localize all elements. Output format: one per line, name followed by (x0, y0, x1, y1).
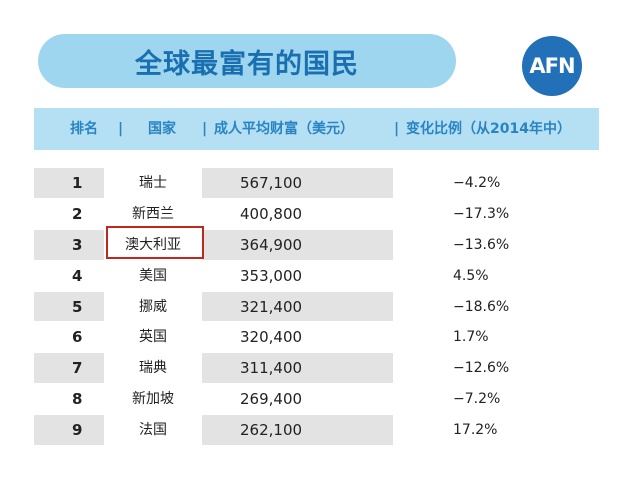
change-cell: −17.3% (453, 205, 510, 222)
country-cell: 新加坡 (132, 391, 174, 408)
country-cell: 新西兰 (132, 205, 174, 222)
table-row: 4 美国 353,000 4.5% (34, 260, 599, 292)
wealth-cell: 567,100 (240, 174, 303, 192)
wealth-cell: 320,400 (240, 328, 303, 347)
wealth-cell: 364,900 (240, 235, 303, 254)
change-cell: −13.6% (393, 229, 599, 260)
table-row: 8 新加坡 269,400 −7.2% (34, 384, 599, 416)
header-separator: | (118, 121, 124, 137)
change-cell: 1.7% (453, 329, 489, 346)
table-row: 1 瑞士 567,100 −4.2% (34, 168, 599, 199)
rank-cell: 8 (72, 390, 83, 409)
afn-logo: AFN (522, 36, 582, 96)
rank-cell: 6 (72, 328, 83, 347)
country-cell: 瑞士 (104, 168, 202, 198)
country-cell: 英国 (139, 329, 167, 346)
country-cell: 澳大利亚 (104, 229, 202, 260)
header-wealth: 成人平均财富（美元） (214, 121, 354, 137)
rank-cell: 3 (72, 235, 83, 254)
rank-cell: 9 (72, 421, 83, 440)
table-header: 排名 | 国家 | 成人平均财富（美元） | 变化比例（从2014年中） (34, 108, 599, 150)
country-cell: 挪威 (104, 291, 202, 322)
wealth-cell: 353,000 (240, 266, 303, 285)
table-row: 6 英国 320,400 1.7% (34, 322, 599, 354)
wealth-cell: 311,400 (240, 359, 303, 378)
header-country: 国家 (148, 121, 176, 137)
table-row: 3 澳大利亚 364,900 −13.6% (34, 229, 599, 261)
header-change: 变化比例（从2014年中） (406, 121, 571, 137)
table-row: 9 法国 262,100 17.2% (34, 415, 599, 447)
wealth-cell: 400,800 (240, 204, 303, 223)
table-body: 1 瑞士 567,100 −4.2% 2 新西兰 400,800 −17.3% … (34, 168, 599, 447)
rank-cell: 1 (72, 174, 83, 192)
wealth-cell: 262,100 (240, 421, 303, 440)
country-cell: 美国 (139, 267, 167, 284)
rank-cell: 5 (72, 297, 83, 316)
table-row: 5 挪威 321,400 −18.6% (34, 291, 599, 323)
rank-cell: 2 (72, 204, 83, 223)
country-cell: 瑞典 (104, 353, 202, 384)
header-separator: | (202, 121, 208, 137)
page-title: 全球最富有的国民 (135, 48, 359, 80)
country-cell: 法国 (104, 415, 202, 446)
table-row: 2 新西兰 400,800 −17.3% (34, 198, 599, 230)
change-cell: −18.6% (393, 291, 599, 322)
table-row: 7 瑞典 311,400 −12.6% (34, 353, 599, 385)
wealth-cell: 321,400 (240, 297, 303, 316)
change-cell: −12.6% (393, 353, 599, 384)
wealth-cell: 269,400 (240, 390, 303, 409)
header-rank: 排名 (70, 121, 98, 137)
rank-cell: 7 (72, 359, 83, 378)
change-cell: 17.2% (393, 415, 599, 446)
header-separator: | (394, 121, 400, 137)
rank-cell: 4 (72, 266, 83, 285)
change-cell: −4.2% (393, 168, 599, 198)
change-cell: −7.2% (453, 391, 501, 408)
title-banner: 全球最富有的国民 (38, 34, 456, 88)
change-cell: 4.5% (453, 267, 489, 284)
